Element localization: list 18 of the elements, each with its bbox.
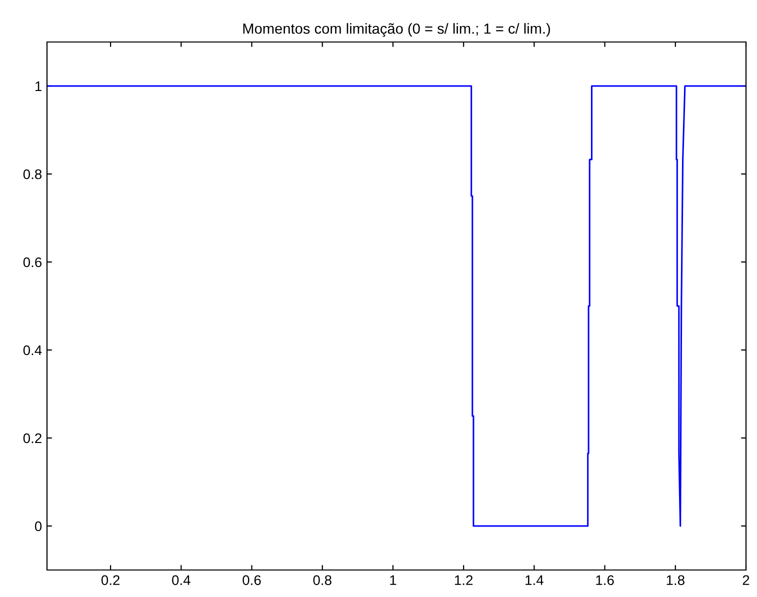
y-tick-label: 0.4 xyxy=(23,345,42,356)
x-tick-label: 0.8 xyxy=(313,575,332,586)
y-tick-label: 0.8 xyxy=(23,169,42,180)
x-tick-label: 1.2 xyxy=(454,575,473,585)
x-tick-label: 0.4 xyxy=(172,575,190,586)
y-tick-label: 0.2 xyxy=(23,433,42,444)
x-tick-label: 1.8 xyxy=(666,575,684,586)
y-tick-label: 0.6 xyxy=(23,257,42,268)
line-series xyxy=(47,85,746,527)
y-tick-label: 1 xyxy=(35,81,42,92)
x-tick-label: 1.6 xyxy=(596,575,614,586)
chart-title: Momentos com limitação (0 = s/ lim.; 1 = c/ lim.) xyxy=(243,23,550,37)
y-tick-label: 0 xyxy=(34,521,42,532)
x-tick-label: 0.2 xyxy=(101,575,120,586)
x-tick-label: 2 xyxy=(742,575,750,585)
x-tick-label: 1 xyxy=(390,575,396,585)
x-tick-label: 0.6 xyxy=(242,575,261,586)
x-tick-label: 1.4 xyxy=(526,575,544,585)
